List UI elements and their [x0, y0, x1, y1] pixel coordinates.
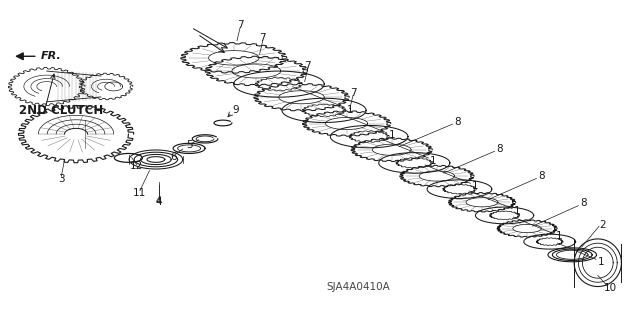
Text: 9: 9 — [232, 105, 239, 115]
Text: 1: 1 — [346, 105, 353, 115]
Text: 7: 7 — [349, 88, 356, 98]
Text: 7: 7 — [305, 61, 311, 70]
Text: 1: 1 — [598, 257, 604, 267]
Text: 8: 8 — [580, 198, 587, 208]
Text: 2ND CLUTCH: 2ND CLUTCH — [19, 104, 103, 117]
Text: 7: 7 — [259, 33, 266, 43]
Text: SJA4A0410A: SJA4A0410A — [326, 282, 390, 292]
Text: 4: 4 — [156, 197, 163, 207]
Text: 1: 1 — [556, 232, 563, 241]
Text: 1: 1 — [472, 181, 479, 191]
Text: 8: 8 — [496, 144, 503, 154]
Text: 2: 2 — [600, 219, 606, 230]
Text: 10: 10 — [604, 283, 617, 293]
Text: 5: 5 — [186, 140, 193, 150]
Text: 8: 8 — [454, 116, 461, 127]
Text: 4: 4 — [156, 196, 162, 206]
Text: FR.: FR. — [41, 51, 61, 61]
Text: 11: 11 — [133, 188, 147, 198]
Text: 1: 1 — [430, 156, 437, 166]
Text: 1: 1 — [514, 206, 521, 216]
Text: 3: 3 — [58, 174, 65, 183]
Text: 6: 6 — [170, 152, 177, 162]
Text: 12: 12 — [130, 161, 143, 172]
Text: 8: 8 — [538, 171, 545, 181]
Text: 7: 7 — [237, 20, 243, 30]
Text: 1: 1 — [388, 130, 395, 140]
